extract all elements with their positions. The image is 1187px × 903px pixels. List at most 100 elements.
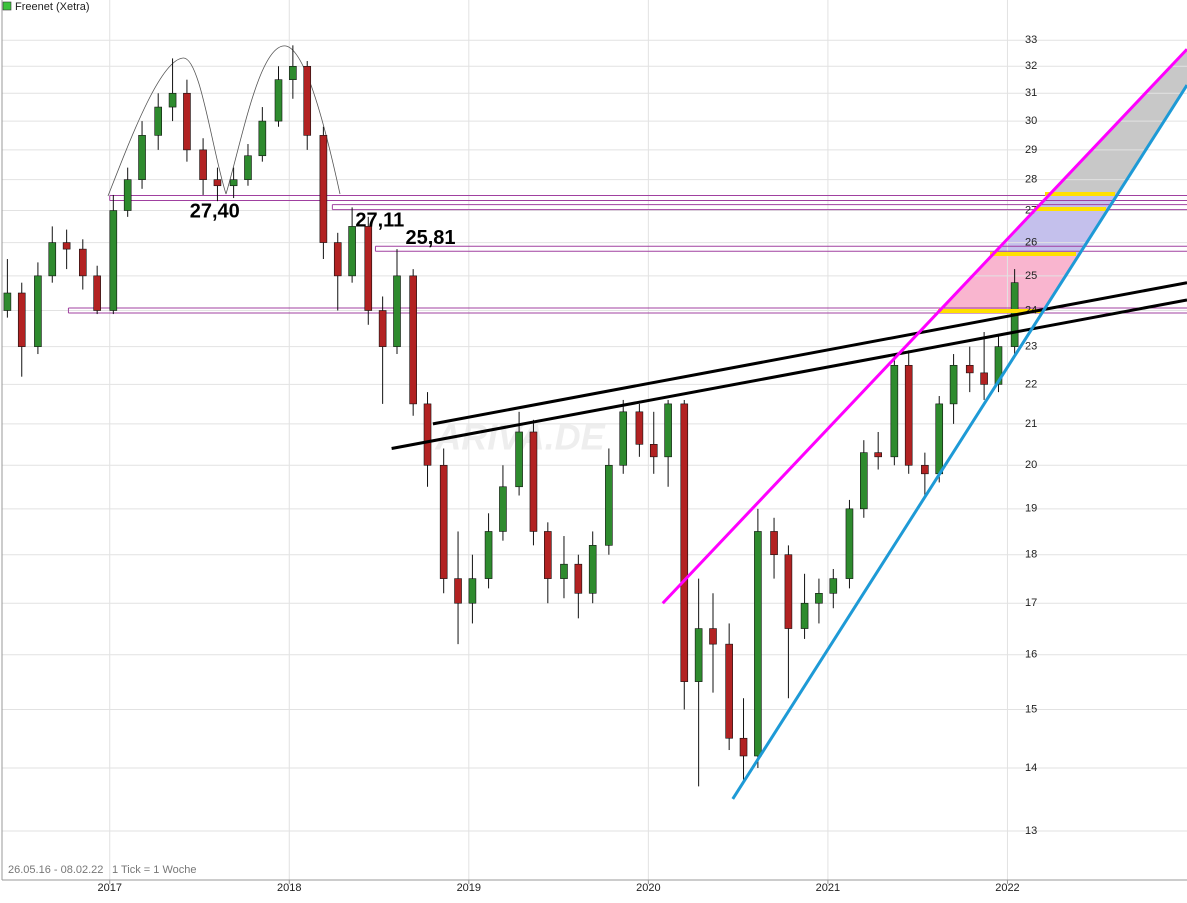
- candle-body: [965, 364, 974, 374]
- candle-body: [229, 179, 238, 187]
- highlight: [938, 309, 1042, 313]
- candle-body: [393, 275, 401, 347]
- candle-body: [588, 545, 597, 594]
- candle-body: [980, 372, 988, 385]
- x-tick-label: 2020: [636, 882, 660, 894]
- candle-body: [333, 242, 342, 277]
- candle-body: [754, 531, 762, 757]
- candle-body: [303, 66, 312, 136]
- y-tick-label: 14: [1025, 762, 1037, 774]
- candle-body: [3, 292, 12, 311]
- chart-title: Freenet (Xetra): [15, 1, 90, 13]
- candle-body: [154, 106, 163, 136]
- candle-body: [784, 554, 793, 629]
- y-tick-label: 19: [1025, 503, 1037, 515]
- y-tick-label: 17: [1025, 597, 1037, 609]
- candle-body: [605, 464, 613, 546]
- y-tick-label: 28: [1025, 174, 1037, 186]
- pattern-arc: [107, 45, 341, 197]
- candle-body: [664, 403, 672, 458]
- candle-body: [874, 452, 882, 458]
- x-tick-label: 2022: [995, 882, 1019, 894]
- candle-body: [364, 226, 373, 311]
- candle-body: [244, 155, 252, 180]
- candle-body: [274, 79, 283, 122]
- y-tick-label: 30: [1025, 115, 1037, 127]
- trend-line: [661, 48, 1187, 605]
- candle-body: [649, 444, 658, 458]
- candle-body: [921, 464, 929, 475]
- candle-body: [78, 248, 87, 277]
- candle-body: [93, 275, 101, 311]
- y-tick-label: 29: [1025, 144, 1037, 156]
- candle-body: [529, 431, 538, 532]
- legend-swatch: [2, 1, 12, 11]
- candle-body: [890, 364, 899, 458]
- candle-body: [635, 411, 644, 445]
- candle-body: [138, 135, 146, 180]
- date-range: 26.05.16 - 08.02.22: [8, 864, 103, 876]
- highlight: [1045, 192, 1115, 196]
- y-tick-label: 25: [1025, 270, 1037, 282]
- y-tick-label: 22: [1025, 378, 1037, 390]
- candle-body: [423, 403, 432, 466]
- level-label: 27,11: [355, 209, 404, 231]
- candle-body: [34, 275, 42, 347]
- candle-body: [183, 92, 191, 151]
- candle-body: [409, 275, 417, 405]
- y-tick-label: 26: [1025, 236, 1037, 248]
- level-label: 25,81: [405, 227, 455, 249]
- candle-body: [484, 531, 493, 579]
- candle-body: [258, 120, 267, 157]
- candle-body: [770, 531, 778, 556]
- candle-body: [48, 242, 57, 277]
- candle-body: [935, 403, 944, 475]
- trend-line: [731, 84, 1187, 800]
- candle-body: [123, 179, 132, 211]
- highlight: [990, 252, 1076, 256]
- level-label: 27,40: [190, 200, 240, 222]
- candle-body: [829, 578, 838, 594]
- candle-body: [725, 643, 733, 739]
- candle-body: [709, 628, 717, 645]
- candle-body: [289, 66, 297, 80]
- trend-line: [391, 298, 1187, 450]
- y-tick-label: 13: [1025, 825, 1037, 837]
- candle-body: [468, 578, 477, 604]
- candle-body: [619, 411, 628, 466]
- candle-body: [680, 403, 689, 682]
- y-tick-label: 21: [1025, 418, 1037, 430]
- candle-body: [348, 226, 356, 277]
- candle-body: [168, 92, 177, 108]
- candle-body: [739, 737, 748, 757]
- candle-body: [694, 628, 703, 682]
- candle-body: [574, 563, 583, 594]
- projection-zone: [939, 254, 1079, 311]
- candle-body: [800, 602, 809, 629]
- y-tick-label: 33: [1025, 34, 1037, 46]
- candle-body: [17, 292, 26, 347]
- candle-body: [213, 179, 222, 187]
- x-tick-label: 2021: [816, 882, 840, 894]
- y-tick-label: 23: [1025, 341, 1037, 353]
- candle-body: [860, 452, 868, 510]
- candle-body: [319, 135, 328, 243]
- candle-body: [845, 508, 854, 579]
- tick-note: 1 Tick = 1 Woche: [112, 864, 196, 876]
- candle-body: [62, 242, 71, 250]
- highlight: [1034, 207, 1106, 211]
- trend-line: [432, 281, 1187, 426]
- candle-body: [515, 431, 523, 488]
- candle-body: [439, 464, 448, 579]
- x-tick-label: 2019: [457, 882, 481, 894]
- candle-body: [560, 563, 568, 579]
- y-tick-label: 16: [1025, 649, 1037, 661]
- y-tick-label: 20: [1025, 459, 1037, 471]
- candle-body: [499, 486, 507, 532]
- y-tick-label: 27: [1025, 204, 1037, 216]
- candle-body: [199, 149, 207, 180]
- candle-body: [815, 592, 823, 604]
- y-tick-label: 15: [1025, 703, 1037, 715]
- y-tick-label: 31: [1025, 87, 1037, 99]
